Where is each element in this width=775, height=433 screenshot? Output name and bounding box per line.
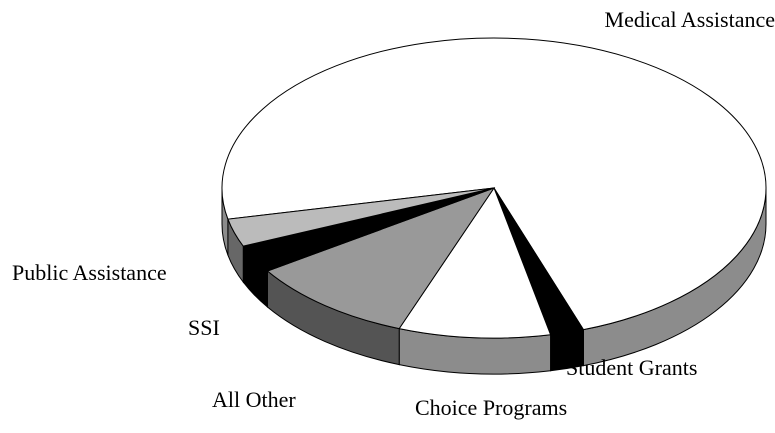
slice [266, 186, 496, 330]
slice-label: All Other [212, 387, 296, 412]
slice-label: Medical Assistance [605, 7, 775, 32]
slice [398, 186, 552, 339]
slice-label: Choice Programs [415, 395, 567, 420]
slice-label: Student Grants [566, 355, 697, 380]
slice [227, 187, 495, 247]
slice-label: SSI [188, 315, 220, 340]
slice [221, 37, 767, 331]
slice-label: Public Assistance [12, 260, 167, 285]
